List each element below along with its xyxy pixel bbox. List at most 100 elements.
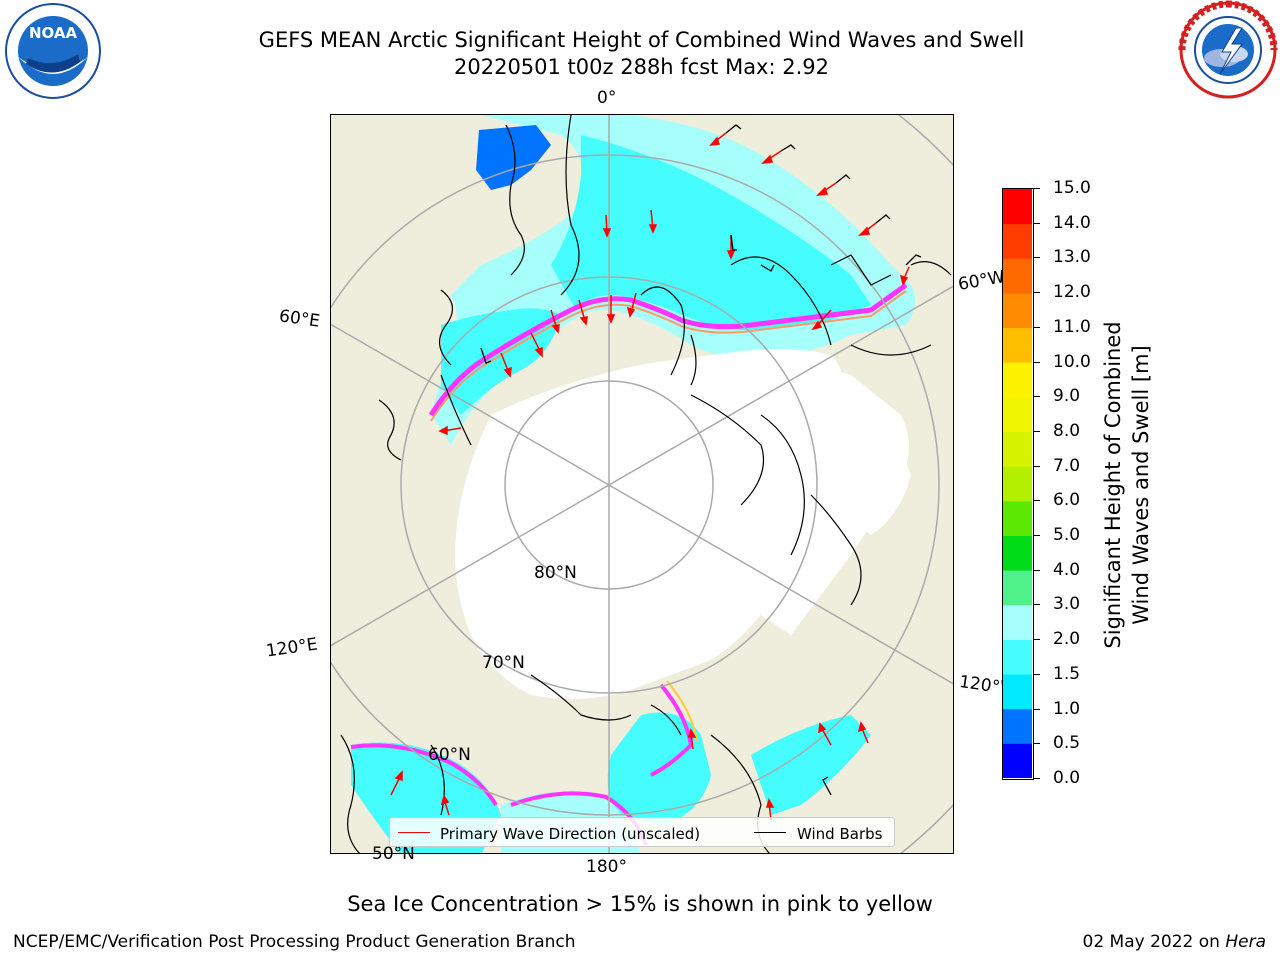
colorbar-tick-mark bbox=[1034, 361, 1040, 363]
legend-wave-direction-swatch bbox=[398, 832, 430, 833]
wind-barb bbox=[730, 234, 737, 251]
wind-barb bbox=[760, 264, 775, 272]
wave-arrow bbox=[606, 295, 616, 324]
wave-arrow bbox=[390, 770, 403, 796]
lon-label-180: 180° bbox=[586, 857, 627, 877]
colorbar-bin bbox=[1003, 466, 1032, 502]
sea-ice-hudson bbox=[811, 411, 911, 535]
lat-label-50: 50°N bbox=[372, 844, 415, 864]
wave-arrow bbox=[811, 309, 832, 331]
colorbar-tick-label: 5.0 bbox=[1053, 525, 1081, 546]
lon-label-60w: 60°W bbox=[956, 267, 1007, 295]
lat-label-70: 70°N bbox=[482, 653, 525, 673]
colorbar-tick-label: 15.0 bbox=[1053, 178, 1091, 198]
chart-subtitle: 20220501 t00z 288h fcst Max: 2.92 bbox=[454, 55, 829, 79]
footer-date: 02 May 2022 on Hera bbox=[1083, 931, 1267, 953]
wave-arrow bbox=[857, 222, 877, 236]
wind-barb bbox=[875, 214, 891, 224]
wave-arrow bbox=[648, 209, 658, 234]
colorbar-tick-label: 14.0 bbox=[1053, 212, 1091, 233]
wind-barb bbox=[725, 124, 742, 134]
legend-wind-barb-label: Wind Barbs bbox=[797, 825, 883, 843]
chart-title: GEFS MEAN Arctic Significant Height of C… bbox=[258, 28, 1025, 52]
map-legend: Primary Wave Direction (unscaled) Wind B… bbox=[389, 817, 895, 847]
colorbar-tick-mark bbox=[1034, 326, 1040, 328]
wave-arrow bbox=[602, 214, 612, 238]
colorbar-tick-label: 8.0 bbox=[1053, 420, 1081, 441]
colorbar-tick-mark bbox=[1034, 778, 1040, 779]
wind-barb bbox=[780, 144, 796, 152]
wave-field-norwegian bbox=[441, 308, 561, 415]
colorbar-bin bbox=[1003, 604, 1032, 640]
nws-logo bbox=[1176, 0, 1280, 100]
wave-arrow bbox=[899, 266, 910, 286]
colorbar-tick-mark bbox=[1034, 188, 1040, 189]
colorbar-tick-mark bbox=[1034, 535, 1040, 537]
colorbar-tick-mark bbox=[1034, 500, 1040, 502]
colorbar-bin bbox=[1003, 362, 1032, 398]
wave-arrow bbox=[626, 292, 637, 318]
wave-arrow bbox=[818, 722, 832, 746]
colorbar-bin bbox=[1003, 396, 1032, 433]
lon-label-60e: 60°E bbox=[277, 306, 322, 332]
colorbar-bin bbox=[1003, 500, 1032, 536]
lon-label-120e: 120°E bbox=[264, 634, 319, 662]
lat-label-60: 60°N bbox=[428, 745, 471, 765]
wave-arrow bbox=[500, 352, 512, 378]
colorbar-tick-mark bbox=[1034, 430, 1040, 432]
colorbar-tick-label: 1.5 bbox=[1053, 663, 1081, 684]
colorbar-bin bbox=[1003, 292, 1032, 329]
colorbar-bin bbox=[1003, 570, 1032, 606]
colorbar-bin bbox=[1003, 258, 1032, 294]
ice-edge-pacific bbox=[650, 683, 694, 777]
colorbar-bin bbox=[1003, 431, 1032, 467]
colorbar-bin bbox=[1003, 189, 1032, 225]
legend-wind-barb-swatch bbox=[754, 832, 786, 833]
arctic-map bbox=[330, 114, 954, 854]
legend-wave-direction-label: Primary Wave Direction (unscaled) bbox=[440, 825, 701, 843]
noaa-logo: NOAA bbox=[0, 2, 106, 100]
colorbar-tick-mark bbox=[1034, 396, 1040, 398]
wave-arrow bbox=[440, 794, 450, 816]
noaa-logo-text: NOAA bbox=[29, 24, 78, 42]
colorbar-tick-mark bbox=[1034, 257, 1040, 259]
colorbar-tick-label: 13.0 bbox=[1053, 247, 1091, 268]
wave-arrow bbox=[688, 728, 697, 750]
colorbar-tick-mark bbox=[1034, 743, 1040, 745]
colorbar-tick-label: 10.0 bbox=[1053, 351, 1091, 372]
colorbar-bin bbox=[1003, 674, 1032, 710]
footer-date-text: 02 May 2022 on bbox=[1082, 932, 1220, 952]
colorbar-tick-label: 0.5 bbox=[1053, 733, 1081, 754]
map-canvas bbox=[331, 115, 953, 853]
wave-arrow bbox=[760, 150, 782, 164]
wind-barb bbox=[835, 174, 851, 184]
wind-barb bbox=[905, 254, 922, 266]
colorbar-tick-label: 12.0 bbox=[1053, 282, 1091, 303]
colorbar-tick-label: 1.0 bbox=[1053, 698, 1081, 719]
colorbar-label: Significant Height of Combined Wind Wave… bbox=[1099, 321, 1155, 648]
colorbar-tick-mark bbox=[1034, 569, 1040, 571]
wind-barb bbox=[822, 776, 832, 796]
wave-arrow bbox=[438, 425, 462, 436]
wind-barbs bbox=[480, 124, 922, 796]
colorbar-bin bbox=[1003, 743, 1032, 778]
colorbar-tick-label: 9.0 bbox=[1053, 386, 1081, 407]
colorbar-tick-label: 11.0 bbox=[1053, 316, 1091, 337]
wave-field-atlantic-inner bbox=[551, 135, 871, 330]
colorbar-tick-mark bbox=[1034, 708, 1040, 710]
colorbar-bin bbox=[1003, 327, 1032, 363]
colorbar-tick-label: 2.0 bbox=[1053, 629, 1081, 650]
footer-credit: NCEP/EMC/Verification Post Processing Pr… bbox=[13, 932, 576, 952]
sea-ice-central bbox=[455, 349, 845, 699]
colorbar-tick-mark bbox=[1034, 639, 1040, 641]
ice-edge-okhotsk bbox=[350, 743, 498, 807]
colorbar-bin bbox=[1003, 708, 1032, 744]
wave-arrow bbox=[857, 721, 869, 744]
wave-arrow bbox=[709, 132, 727, 146]
colorbar-tick-label: 3.0 bbox=[1053, 594, 1081, 615]
lat-label-80: 80°N bbox=[534, 563, 577, 583]
wind-barb bbox=[480, 347, 492, 364]
wave-field-baltic bbox=[476, 125, 551, 190]
wave-direction-arrows bbox=[390, 132, 910, 821]
colorbar bbox=[1002, 188, 1034, 780]
